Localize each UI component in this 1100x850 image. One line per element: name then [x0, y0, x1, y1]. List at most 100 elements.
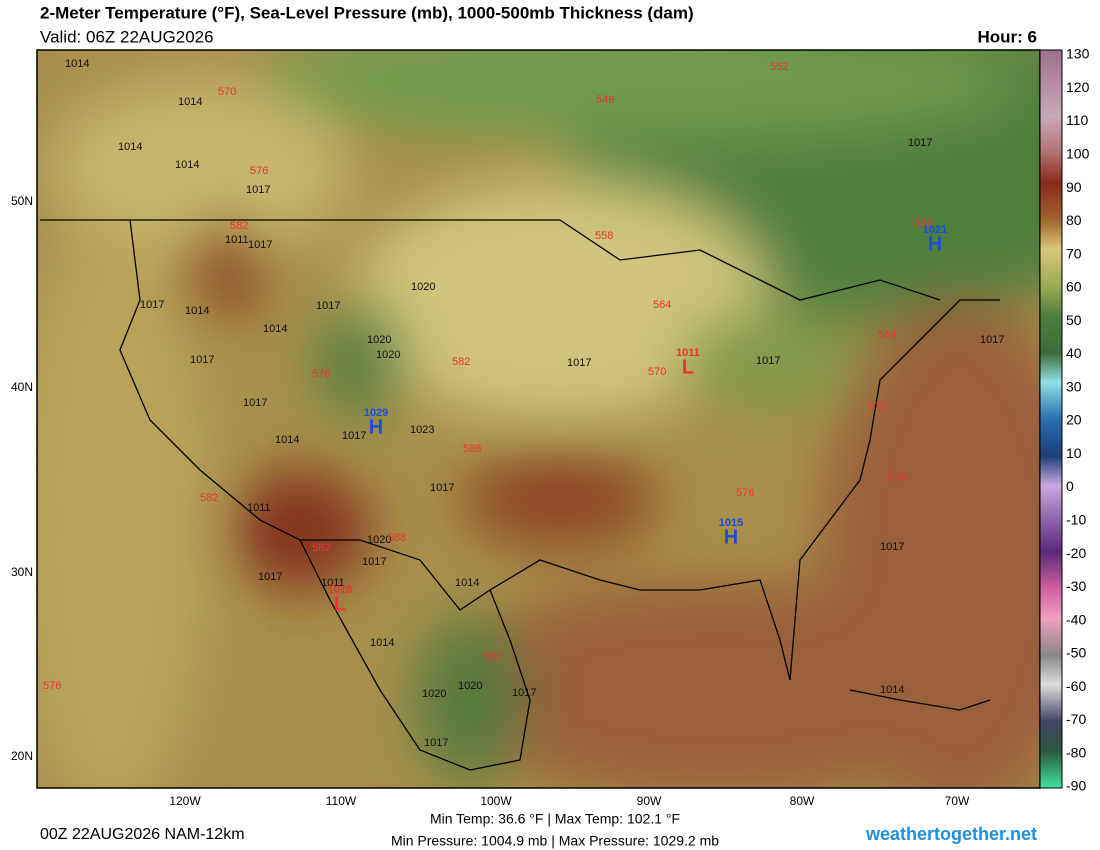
thickness-label: 570	[868, 401, 886, 413]
center-value: 1021	[923, 224, 947, 236]
isobar-label: 1011	[247, 502, 271, 514]
colorbar-label: 10	[1066, 445, 1082, 461]
isobar-label: 1017	[190, 354, 214, 366]
isobar-label: 1020	[422, 688, 446, 700]
isobar-label: 1014	[175, 159, 199, 171]
isobar-label: 1017	[342, 430, 366, 442]
thickness-label: 576	[736, 487, 754, 499]
isobar-label: 1020	[411, 281, 435, 293]
colorbar-label: 80	[1066, 212, 1082, 228]
site: weathertogether.net	[865, 824, 1037, 844]
lon-label: 70W	[945, 794, 970, 808]
center-symbol: L	[682, 356, 694, 378]
isobar-label: 1011	[321, 577, 345, 589]
colorbar-label: 60	[1066, 279, 1082, 295]
title: 2-Meter Temperature (°F), Sea-Level Pres…	[40, 3, 694, 22]
colorbar	[1039, 49, 1063, 789]
colorbar-label: -10	[1066, 512, 1086, 528]
lat-label: 20N	[11, 749, 33, 763]
center-symbol: H	[369, 416, 383, 438]
center-value: 1011	[676, 347, 700, 359]
colorbar-label: 40	[1066, 345, 1082, 361]
center-symbol: L	[334, 593, 346, 615]
center-value: 1015	[719, 517, 743, 529]
isobar-label: 1017	[908, 137, 932, 149]
center-symbol: H	[928, 233, 942, 255]
thickness-label: 588	[388, 532, 406, 544]
thickness-label: 588	[463, 443, 481, 455]
center-value: 1010	[328, 584, 352, 596]
isobar-label: 1017	[512, 687, 536, 699]
thickness-label: 546	[596, 94, 614, 106]
colorbar-label: -70	[1066, 711, 1086, 727]
colorbar-label: -90	[1066, 778, 1086, 794]
isobar-label: 1014	[275, 434, 299, 446]
isobar-label: 1014	[263, 323, 287, 335]
colorbar-label: 70	[1066, 245, 1082, 261]
thickness-label: 576	[888, 472, 906, 484]
isobar-label: 1017	[316, 300, 340, 312]
lon-label: 90W	[637, 794, 662, 808]
thickness-label: 558	[595, 230, 613, 242]
colorbar-label: -20	[1066, 545, 1086, 561]
isobar-label: 1023	[410, 424, 434, 436]
colorbar-label: 110	[1066, 112, 1089, 128]
isobar-label: 1017	[980, 334, 1004, 346]
thickness-label: 558	[914, 217, 932, 229]
isobar-label: 1017	[246, 184, 270, 196]
colorbar-label: 20	[1066, 412, 1082, 428]
colorbar-label: -50	[1066, 645, 1086, 661]
valid-time: Valid: 06Z 22AUG2026	[40, 27, 214, 46]
pressure-range: Min Pressure: 1004.9 mb | Max Pressure: …	[391, 833, 719, 849]
isobar-label: 1017	[424, 737, 448, 749]
lat-label: 30N	[11, 565, 33, 579]
colorbar-label: 30	[1066, 378, 1082, 394]
forecast-hour: Hour: 6	[978, 27, 1038, 46]
isobar-label: 1020	[458, 680, 482, 692]
isobar-label: 1020	[367, 334, 391, 346]
isobar-label: 1011	[225, 234, 249, 246]
colorbar-label: 0	[1066, 478, 1074, 494]
colorbar-label: -80	[1066, 744, 1086, 760]
colorbar-label: 130	[1066, 46, 1090, 62]
thickness-label: 552	[770, 61, 788, 73]
map-field	[37, 50, 1040, 788]
isobar-label: 1014	[455, 577, 479, 589]
isobar-label: 1017	[362, 556, 386, 568]
isobar-label: 1017	[248, 239, 272, 251]
center-symbol: H	[724, 526, 738, 548]
isobar-label: 1017	[258, 571, 282, 583]
lat-label: 40N	[11, 380, 33, 394]
isobar-label: 1017	[880, 541, 904, 553]
thickness-label: 564	[878, 329, 896, 341]
thickness-label: 582	[312, 542, 330, 554]
isobar-label: 1017	[430, 482, 454, 494]
colorbar-label: -40	[1066, 611, 1086, 627]
lon-label: 120W	[169, 794, 201, 808]
isobar-label: 1020	[376, 349, 400, 361]
colorbar-label: -60	[1066, 678, 1086, 694]
isobar-label: 1014	[880, 684, 904, 696]
thickness-label: 570	[648, 366, 666, 378]
isobar-label: 1017	[140, 299, 164, 311]
isobar-label: 1014	[185, 305, 209, 317]
lat-label: 50N	[11, 194, 33, 208]
isobar-label: 1014	[65, 58, 89, 70]
colorbar-label: 120	[1066, 79, 1090, 95]
model-run: 00Z 22AUG2026 NAM-12km	[40, 826, 245, 843]
thickness-label: 582	[484, 651, 502, 663]
colorbar-label: -30	[1066, 578, 1086, 594]
thickness-label: 570	[218, 86, 236, 98]
colorbar-label: 90	[1066, 179, 1082, 195]
thickness-label: 576	[312, 368, 330, 380]
lon-label: 80W	[790, 794, 815, 808]
colorbar-label: 50	[1066, 312, 1082, 328]
temp-range: Min Temp: 36.6 °F | Max Temp: 102.1 °F	[430, 811, 680, 827]
isobar-label: 1017	[243, 397, 267, 409]
thickness-label: 582	[452, 356, 470, 368]
thickness-label: 576	[250, 165, 268, 177]
thickness-label: 564	[653, 299, 671, 311]
colorbar-label: 100	[1066, 146, 1090, 162]
isobar-label: 1014	[118, 141, 142, 153]
